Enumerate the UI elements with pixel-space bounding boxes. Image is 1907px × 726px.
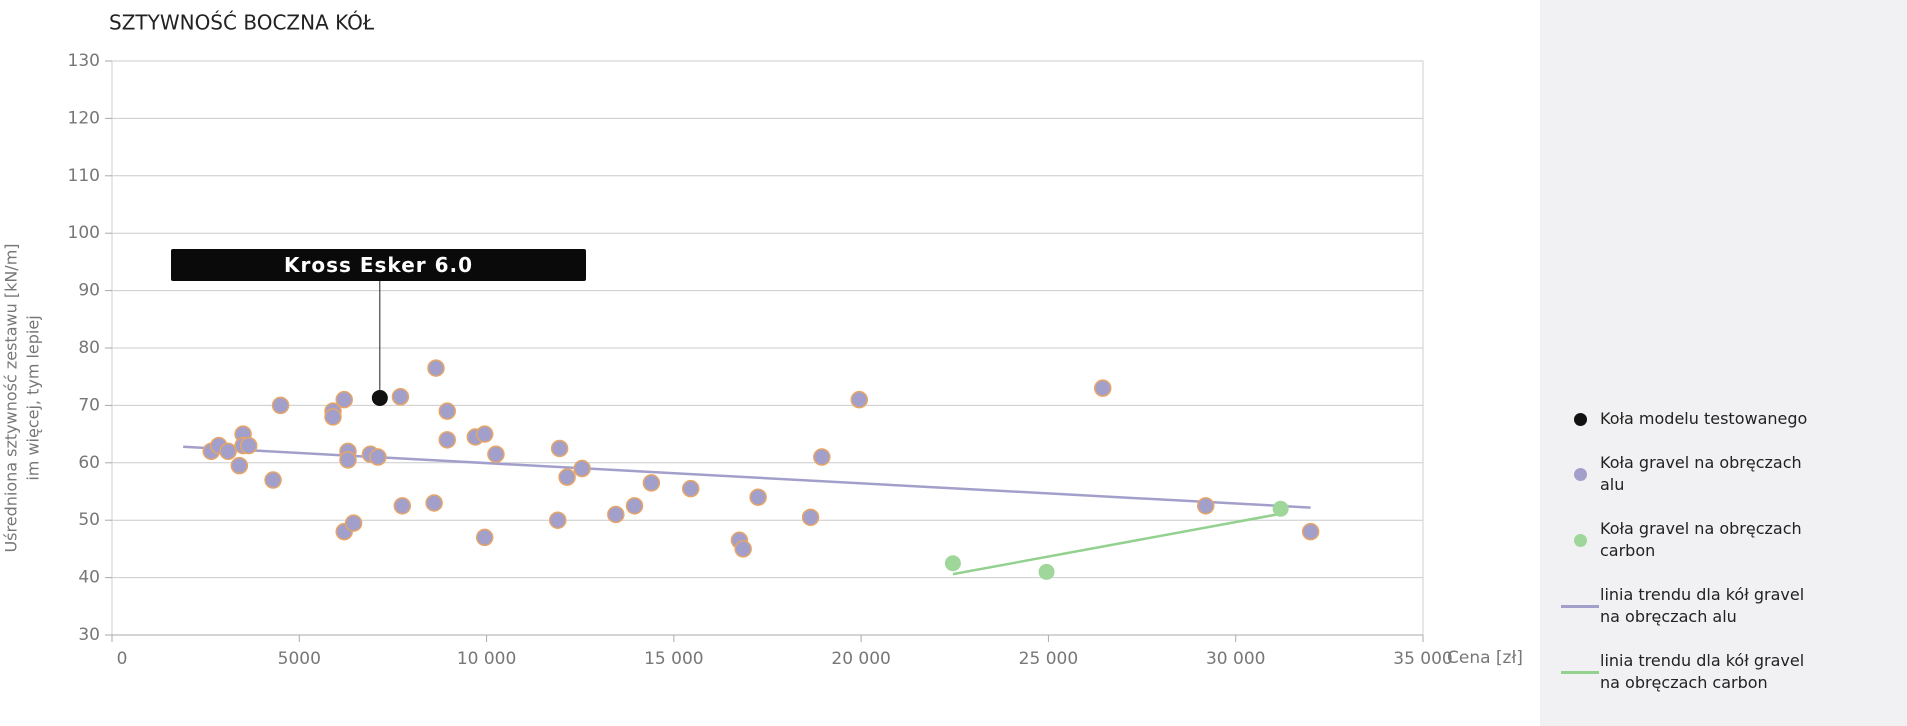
point xyxy=(1301,522,1320,541)
side-panel xyxy=(1540,0,1907,726)
legend-key xyxy=(1560,604,1600,608)
trend-line xyxy=(952,513,1278,576)
chart-title: SZTYWNOŚĆ BOCZNA KÓŁ xyxy=(109,11,375,35)
point xyxy=(944,555,961,572)
point xyxy=(371,389,388,406)
annotation: Kross Esker 6.0 xyxy=(171,249,586,281)
point xyxy=(438,402,456,420)
y-tick-label: 90 xyxy=(78,281,100,301)
point xyxy=(681,479,700,498)
y-tick-label: 40 xyxy=(78,568,100,588)
point xyxy=(625,497,644,515)
point xyxy=(487,445,505,463)
point xyxy=(425,494,443,512)
legend-key xyxy=(1560,533,1600,547)
point xyxy=(1038,563,1055,580)
legend-label: Koła gravel na obręczach carbon xyxy=(1600,519,1802,560)
legend-label: linia trendu dla kół gravel na obręczach… xyxy=(1600,585,1805,626)
x-tick-label: 20 000 xyxy=(831,649,890,669)
point xyxy=(1196,497,1215,515)
x-tick-label: 10 000 xyxy=(457,649,516,669)
legend-item: Koła gravel na obręczach carbon xyxy=(1560,518,1812,562)
legend-key xyxy=(1560,467,1600,481)
x-tick-label: 35 000 xyxy=(1393,649,1452,669)
point xyxy=(558,468,576,486)
legend-item: linia trendu dla kół gravel na obręczach… xyxy=(1560,650,1812,694)
point xyxy=(239,436,258,455)
legend-item: linia trendu dla kół gravel na obręczach… xyxy=(1560,584,1812,628)
point xyxy=(344,514,363,532)
legend-key xyxy=(1560,670,1600,674)
point xyxy=(230,456,249,475)
point xyxy=(335,390,353,409)
legend-item: Koła modelu testowanego xyxy=(1560,408,1812,430)
point xyxy=(324,408,342,426)
point xyxy=(813,448,831,466)
y-tick-label: 70 xyxy=(78,395,100,415)
y-tick-label: 110 xyxy=(68,166,100,186)
point xyxy=(749,488,767,506)
legend-key xyxy=(1560,412,1600,426)
y-tick-label: 60 xyxy=(78,453,100,473)
x-tick-label: 30 000 xyxy=(1206,649,1265,669)
point xyxy=(271,396,290,415)
point xyxy=(393,497,412,515)
point xyxy=(550,439,569,458)
point xyxy=(642,474,661,492)
point xyxy=(573,459,591,478)
x-tick-label: 15 000 xyxy=(644,649,703,669)
legend: Koła modelu testowanego Koła gravel na ob… xyxy=(1560,408,1812,716)
point xyxy=(427,359,445,377)
y-tick-label: 100 xyxy=(68,223,100,243)
point xyxy=(391,388,410,406)
point xyxy=(734,540,752,558)
y-tick-label: 80 xyxy=(78,338,100,358)
y-tick-label: 30 xyxy=(78,625,100,645)
y-axis-label: im więcej, tym lepiej xyxy=(24,315,43,480)
x-tick-label: 5000 xyxy=(278,649,321,669)
x-tick-label: 0 xyxy=(117,649,128,669)
point xyxy=(369,448,387,466)
y-tick-label: 120 xyxy=(68,108,100,128)
point xyxy=(475,528,494,547)
point xyxy=(1093,379,1112,397)
y-tick-label: 130 xyxy=(68,51,100,71)
x-tick-label: 25 000 xyxy=(1019,649,1078,669)
point xyxy=(607,505,625,524)
point xyxy=(850,390,869,409)
legend-label: linia trendu dla kół gravel na obręczach… xyxy=(1600,651,1805,692)
legend-item: Koła gravel na obręczach alu xyxy=(1560,452,1812,496)
legend-label: Koła modelu testowanego xyxy=(1600,409,1808,428)
point xyxy=(438,431,456,449)
point xyxy=(339,451,357,469)
x-axis-label: Cena [zł] xyxy=(1447,648,1523,668)
y-tick-label: 50 xyxy=(78,510,100,530)
point xyxy=(264,471,282,489)
legend-label: Koła gravel na obręczach alu xyxy=(1600,453,1802,494)
point xyxy=(1272,500,1289,517)
point xyxy=(219,442,237,461)
point xyxy=(801,508,820,527)
point xyxy=(475,425,494,443)
y-axis-label: Uśredniona sztywność zestawu [kN/m] xyxy=(2,243,21,552)
point xyxy=(548,511,567,529)
